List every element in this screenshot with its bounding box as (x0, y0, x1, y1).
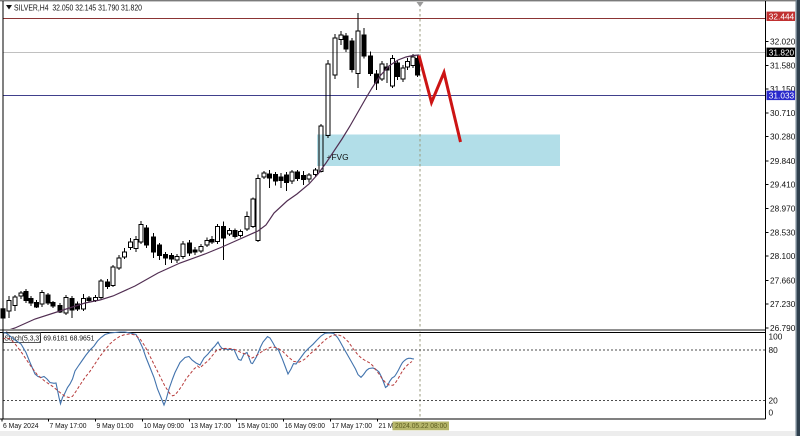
svg-text:2024.05.22 08:00: 2024.05.22 08:00 (395, 421, 447, 430)
svg-text:31.580: 31.580 (770, 60, 796, 70)
svg-text:31.820: 31.820 (769, 48, 795, 58)
svg-text:0: 0 (769, 408, 774, 418)
svg-text:+FVG: +FVG (327, 152, 349, 162)
svg-text:16 May 09:00: 16 May 09:00 (285, 421, 326, 430)
svg-text:27.660: 27.660 (770, 275, 796, 285)
svg-text:30.280: 30.280 (770, 132, 796, 142)
svg-text:31.150: 31.150 (770, 84, 796, 94)
svg-text:15 May 01:00: 15 May 01:00 (238, 421, 279, 430)
svg-text:28.530: 28.530 (770, 228, 796, 238)
svg-text:6 May 2024: 6 May 2024 (3, 421, 39, 430)
svg-text:29.410: 29.410 (770, 179, 796, 189)
svg-text:32.444: 32.444 (769, 12, 795, 22)
svg-text:100: 100 (769, 332, 783, 342)
svg-text:7 May 17:00: 7 May 17:00 (50, 421, 87, 430)
svg-text:Stoch(5,3,3) 69.6181 68.9651: Stoch(5,3,3) 69.6181 68.9651 (4, 334, 94, 343)
svg-text:13 May 17:00: 13 May 17:00 (191, 421, 232, 430)
svg-text:30.710: 30.710 (770, 108, 796, 118)
svg-text:28.100: 28.100 (770, 251, 796, 261)
svg-text:80: 80 (769, 345, 779, 355)
svg-text:29.840: 29.840 (770, 156, 796, 166)
svg-text:32.020: 32.020 (770, 36, 796, 46)
svg-text:31.033: 31.033 (769, 91, 795, 101)
svg-text:SILVER,H4 32.050 32.145 31.79: SILVER,H4 32.050 32.145 31.790 31.820 (14, 3, 143, 12)
svg-text:28.970: 28.970 (770, 204, 796, 214)
svg-text:26.790: 26.790 (770, 323, 796, 333)
svg-text:27.230: 27.230 (770, 299, 796, 309)
svg-text:17 May 17:00: 17 May 17:00 (332, 421, 373, 430)
svg-text:20: 20 (769, 395, 779, 405)
svg-text:10 May 09:00: 10 May 09:00 (144, 421, 185, 430)
svg-text:9 May 01:00: 9 May 01:00 (97, 421, 134, 430)
